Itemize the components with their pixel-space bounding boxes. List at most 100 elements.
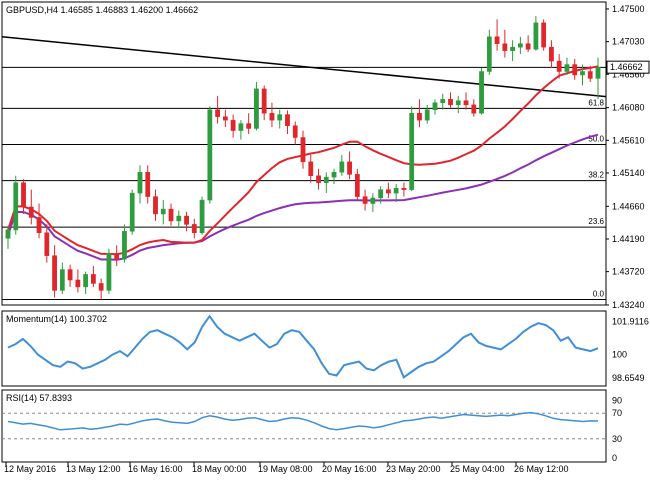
candle-body: [36, 217, 42, 233]
candle-body: [300, 137, 306, 163]
momentum-y-tick-label: 101.9116: [612, 316, 649, 326]
candle-body: [308, 161, 314, 176]
momentum-y-tick-label: 100: [612, 350, 627, 360]
candle-body: [479, 71, 484, 114]
y-tick-label: 1.44660: [612, 201, 645, 211]
candle-body: [440, 99, 446, 104]
y-tick-label: 1.46560: [612, 69, 645, 79]
candle-body: [556, 60, 562, 72]
momentum-title: Momentum(14) 100.3702: [6, 314, 107, 324]
candle-body: [145, 172, 151, 197]
candle-body: [354, 174, 360, 197]
x-tick-label: 12 May 2016: [4, 464, 56, 474]
momentum-y-tick-label: 98.6549: [612, 373, 645, 383]
candle-body: [122, 231, 127, 260]
candle-body: [323, 176, 329, 183]
current-price-label: 1.46662: [610, 62, 643, 72]
candle-body: [463, 100, 469, 106]
rsi-title: RSI(14) 57.8393: [6, 393, 72, 403]
candle-body: [207, 109, 213, 201]
candle-body: [238, 123, 244, 131]
candle-body: [277, 114, 283, 121]
candle-body: [168, 208, 174, 222]
y-tick-label: 1.46080: [612, 103, 645, 113]
chart-header: GBPUSD,H4 1.46585 1.46883 1.46200 1.4666…: [6, 5, 198, 15]
x-tick-label: 16 May 16:00: [128, 464, 183, 474]
candle-body: [176, 215, 182, 222]
candle-body: [44, 232, 50, 256]
candle-body: [184, 215, 189, 225]
candle-body: [370, 197, 376, 204]
candle-body: [261, 88, 267, 114]
candle-body: [393, 187, 399, 194]
y-tick-label: 1.43720: [612, 267, 645, 277]
candle-body: [494, 36, 500, 44]
candle-body: [292, 125, 298, 138]
y-tick-label: 1.45610: [612, 135, 645, 145]
candle-body: [587, 71, 593, 79]
candle-body: [564, 64, 570, 72]
candle-body: [549, 46, 554, 62]
candle-body: [486, 36, 492, 72]
candle-body: [362, 196, 368, 204]
candle-body: [432, 102, 438, 110]
candle-body: [525, 43, 531, 50]
candle-body: [67, 269, 73, 281]
fib-level-label: 0.0: [593, 289, 605, 298]
candle-body: [199, 199, 205, 233]
candle-body: [222, 116, 228, 121]
x-tick-label: 18 May 00:00: [192, 464, 247, 474]
x-tick-label: 19 May 08:00: [258, 464, 313, 474]
candle-body: [246, 123, 252, 129]
x-tick-label: 25 May 04:00: [450, 464, 505, 474]
x-tick-label: 23 May 20:00: [386, 464, 441, 474]
x-tick-label: 26 May 12:00: [514, 464, 569, 474]
candle-body: [448, 99, 453, 106]
momentum-line: [7, 314, 599, 379]
rsi-y-tick-label: 30: [612, 434, 622, 444]
rsi-y-tick-label: 90: [612, 395, 622, 405]
candle-body: [471, 104, 477, 114]
rsi-y-tick-label: 70: [612, 408, 622, 418]
mom-panel-frame: [1, 310, 607, 387]
candle-body: [339, 161, 345, 173]
candle-body: [28, 206, 34, 218]
downtrend-line: [1, 36, 607, 98]
candle-body: [510, 46, 515, 51]
candle-body: [378, 189, 384, 199]
candle-body: [269, 112, 275, 121]
candle-body: [153, 196, 158, 215]
candle-body: [106, 253, 112, 291]
candle-body: [347, 161, 352, 175]
slow-moving-average-line: [7, 133, 599, 261]
candle-body: [160, 208, 166, 215]
candle-body: [191, 224, 197, 233]
candle-body: [572, 64, 578, 76]
rsi-line: [7, 411, 599, 431]
candle-body: [98, 283, 104, 291]
y-tick-label: 1.45140: [612, 168, 645, 178]
candle-body: [424, 109, 430, 121]
rsi-panel-frame: [1, 389, 607, 463]
candle-body: [285, 114, 290, 126]
candle-body: [215, 109, 220, 117]
candle-body: [316, 175, 321, 183]
candle-body: [455, 100, 461, 106]
y-tick-label: 1.43240: [612, 300, 645, 310]
candle-body: [75, 279, 81, 288]
candle-body: [541, 22, 547, 48]
y-tick-label: 1.47030: [612, 37, 645, 47]
x-tick-label: 13 May 12:00: [66, 464, 121, 474]
candle-body: [401, 187, 407, 190]
fib-level-label: 38.2: [588, 171, 604, 180]
candle-body: [533, 22, 539, 50]
current-price-tag: [606, 60, 650, 74]
candle-body: [502, 43, 508, 51]
candle-body: [230, 119, 236, 131]
candle-body: [580, 71, 585, 76]
candle-body: [5, 229, 11, 239]
candle-body: [254, 88, 259, 129]
candle-body: [52, 255, 57, 291]
